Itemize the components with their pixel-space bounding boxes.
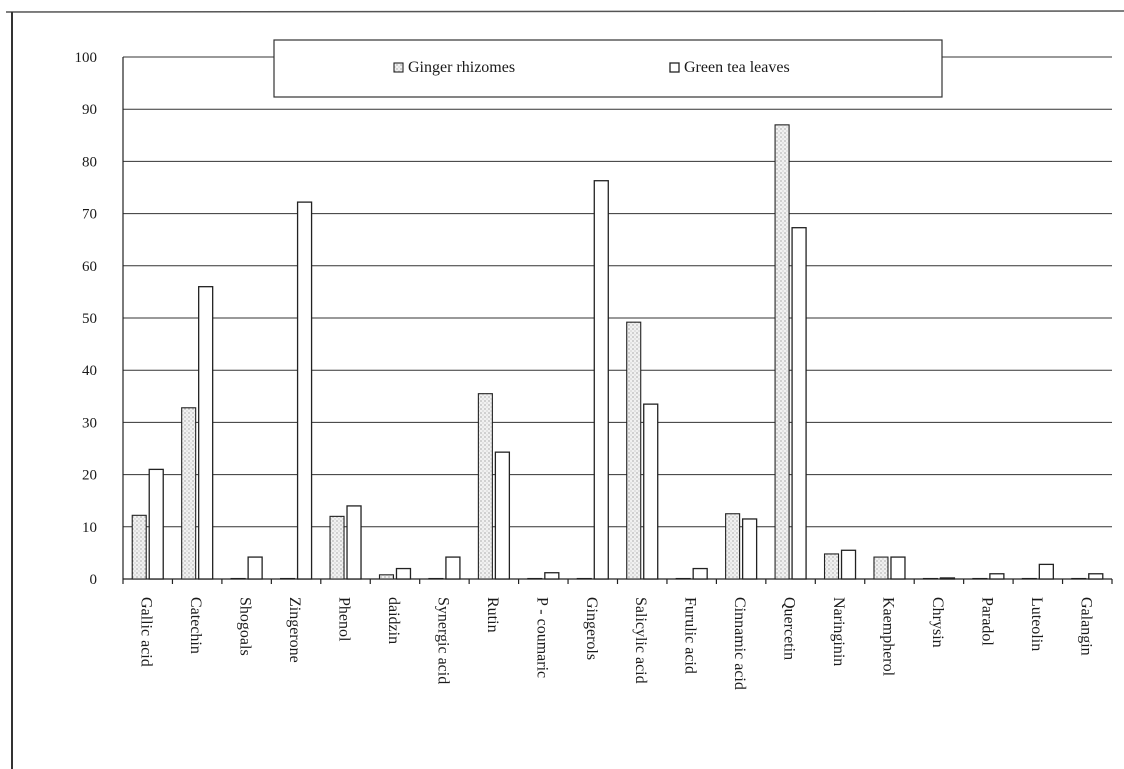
bar-ginger-3 <box>280 577 296 580</box>
bar-ginger-14 <box>823 553 840 580</box>
x-category-label: Gingerols <box>583 597 600 660</box>
bar-ginger-8 <box>527 577 543 580</box>
bar-ginger-11 <box>675 577 691 580</box>
x-category-label: Shogoals <box>237 597 254 656</box>
bar-ginger-13 <box>774 124 790 580</box>
bar-tea-16 <box>939 577 956 580</box>
y-tick-label: 100 <box>75 50 98 66</box>
bar-ginger-0 <box>131 514 147 580</box>
x-category-label: daidzin <box>385 597 402 644</box>
y-tick-label: 80 <box>82 154 97 170</box>
legend-swatch-tea <box>669 62 680 73</box>
y-tick-labels: 0 10 20 30 40 50 60 70 80 90 100 <box>75 50 98 588</box>
legend-label-tea: Green tea leaves <box>684 59 790 76</box>
y-tick-label: 50 <box>82 311 97 327</box>
y-tick-label: 90 <box>82 102 97 118</box>
x-category-label: Cinnamic acid <box>731 597 748 690</box>
bar-tea-6 <box>445 556 461 580</box>
legend: Ginger rhizomes Green tea leaves <box>273 39 943 98</box>
bar-tea-0 <box>148 468 164 580</box>
x-category-label: Salicylic acid <box>632 597 649 684</box>
y-tick-label: 30 <box>82 415 97 431</box>
frame-top <box>5 10 1124 13</box>
x-category-label: Phenol <box>336 597 353 642</box>
x-category-label: Luteolin <box>1028 597 1045 651</box>
bar-tea-13 <box>791 227 807 580</box>
bar-ginger-16 <box>922 577 938 580</box>
bar-tea-3 <box>296 201 313 580</box>
bar-tea-5 <box>395 567 412 580</box>
bar-ginger-15 <box>873 556 889 580</box>
bar-tea-19 <box>1088 573 1104 580</box>
bar-ginger-12 <box>725 513 741 580</box>
x-category-label: Catechin <box>187 597 204 654</box>
x-category-label: Gallic acid <box>138 597 155 667</box>
bar-ginger-10 <box>626 321 642 580</box>
bar-tea-14 <box>840 549 857 580</box>
bar-ginger-5 <box>378 574 395 580</box>
x-category-label: Synergic acid <box>434 597 451 684</box>
bars-layer <box>131 124 1104 580</box>
bar-tea-11 <box>692 567 708 580</box>
y-tick-label: 20 <box>82 468 97 484</box>
y-tick-label: 60 <box>82 259 97 275</box>
bar-tea-18 <box>1038 563 1054 580</box>
bar-tea-17 <box>989 573 1005 580</box>
bar-ginger-9 <box>576 577 592 580</box>
bar-ginger-2 <box>230 577 246 580</box>
bar-tea-7 <box>494 451 511 580</box>
bar-tea-10 <box>643 403 659 580</box>
bar-ginger-17 <box>972 577 988 580</box>
x-category-label: Furulic acid <box>682 597 699 674</box>
bar-tea-2 <box>247 556 263 580</box>
bar-ginger-6 <box>428 577 444 580</box>
bar-tea-12 <box>741 518 758 580</box>
y-tick-label: 0 <box>90 572 98 588</box>
bar-tea-15 <box>890 556 906 580</box>
x-category-label: Kaempherol <box>879 597 896 677</box>
bar-tea-1 <box>198 286 214 580</box>
legend-swatch-ginger <box>393 62 404 73</box>
legend-box <box>273 39 943 98</box>
bar-ginger-4 <box>329 515 345 580</box>
x-category-label: Zingerone <box>286 597 303 663</box>
x-category-label: Chrysin <box>929 597 946 648</box>
x-category-label: Paradol <box>978 597 995 646</box>
grid-layer <box>122 56 1113 584</box>
bar-ginger-18 <box>1021 577 1037 580</box>
bar-tea-4 <box>346 505 362 580</box>
x-category-label: Rutin <box>484 597 501 633</box>
x-category-label: Quercetin <box>781 597 798 660</box>
y-tick-label: 70 <box>82 207 97 223</box>
x-category-label: Galangin <box>1077 597 1094 656</box>
x-tick-labels: Gallic acid Catechin Shogoals Zingerone Phen… <box>138 597 1095 690</box>
bar-ginger-7 <box>477 393 493 580</box>
legend-label-ginger: Ginger rhizomes <box>408 59 515 76</box>
bar-ginger-1 <box>181 407 197 580</box>
x-category-label: Naringinin <box>830 597 847 666</box>
x-category-label: P - coumaric <box>533 597 550 678</box>
bar-tea-9 <box>593 180 609 580</box>
bar-ginger-19 <box>1071 577 1087 580</box>
y-tick-label: 40 <box>82 363 97 379</box>
bar-tea-8 <box>544 572 560 580</box>
y-tick-label: 10 <box>82 520 97 536</box>
